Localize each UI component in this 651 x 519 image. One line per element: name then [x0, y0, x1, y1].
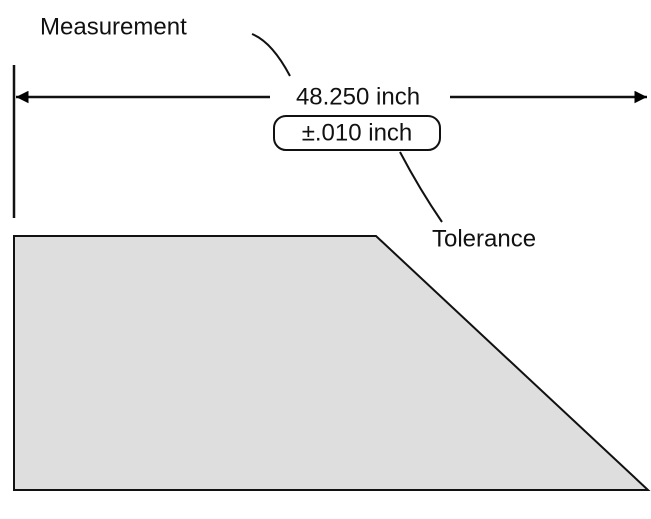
measurement-leader: [251, 33, 291, 77]
part-outline: [13, 235, 651, 491]
measurement-label: Measurement: [40, 13, 187, 40]
tolerance-leader: [399, 151, 443, 223]
tolerance-value-text: ±.010 inch: [302, 119, 413, 146]
tolerance-box: [273, 115, 441, 151]
dimension-text: 48.250 inch: [296, 83, 420, 110]
tolerance-label: Tolerance: [432, 225, 536, 252]
